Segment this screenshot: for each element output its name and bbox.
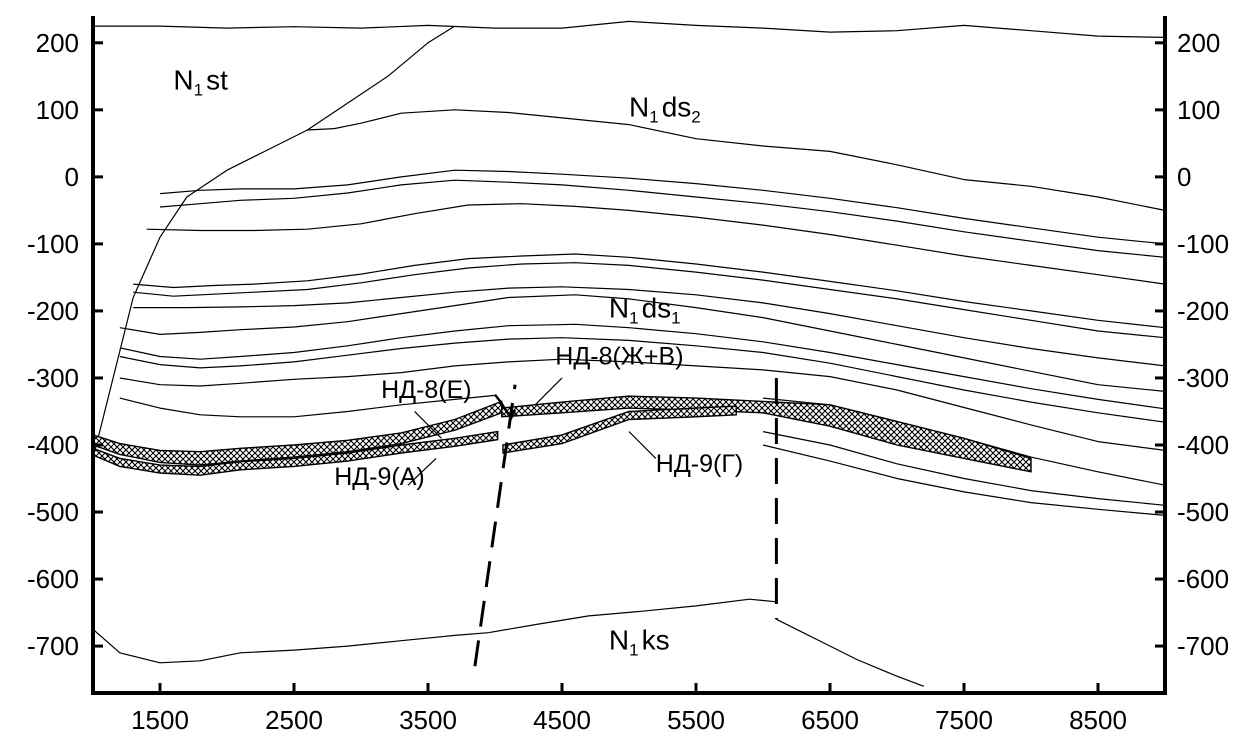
x-tick-label: 7500 xyxy=(935,705,993,735)
horizon-line-19 xyxy=(776,618,925,687)
leader-line-0 xyxy=(414,411,442,439)
horizon-line-6 xyxy=(133,253,1166,329)
horizon-line-3 xyxy=(159,169,1166,245)
y-tick-label-right: -200 xyxy=(1177,296,1229,326)
horizon-line-10 xyxy=(119,323,1166,410)
x-tick-label: 6500 xyxy=(801,705,859,735)
reservoir-bed-2 xyxy=(92,430,499,476)
reservoir-beds xyxy=(92,395,1032,476)
formation-label: N1 ds1 xyxy=(609,293,681,328)
horizon-line-15 xyxy=(762,431,1166,506)
horizon-label: НД-9(А) xyxy=(334,463,425,491)
y-tick-label-left: -300 xyxy=(27,363,79,393)
y-tick-label-right: -300 xyxy=(1177,363,1229,393)
horizon-line-0 xyxy=(93,20,1166,38)
horizon-line-17 xyxy=(92,628,489,664)
horizon-label: НД-9(Г) xyxy=(656,450,743,478)
axes: 200 100 0 -100 -200 -300 -400 -500 -600 -700 200 10… xyxy=(27,16,1229,735)
y-tick-label-right: -400 xyxy=(1177,430,1229,460)
x-tick-label: 1500 xyxy=(131,705,189,735)
leader-line-3 xyxy=(628,431,657,459)
x-tick-label: 3500 xyxy=(399,705,457,735)
horizon-line-1 xyxy=(92,25,456,459)
x-tick-label: 8500 xyxy=(1069,705,1127,735)
reservoir-bed-3 xyxy=(502,405,737,454)
y-tick-label-right: -500 xyxy=(1177,497,1229,527)
formation-label: N1 ds2 xyxy=(629,92,701,127)
y-tick-label-right: -700 xyxy=(1177,631,1229,661)
horizon-line-5 xyxy=(146,203,1166,285)
horizon-label: НД-8(Е) xyxy=(381,376,472,404)
y-tick-label-left: 100 xyxy=(36,95,79,125)
y-tick-label-left: 0 xyxy=(65,162,79,192)
y-tick-label-right: 200 xyxy=(1177,28,1220,58)
chart-labels: НД-8(Е) НД-8(Ж+В) НД-9(А) НД-9(Г) N1 st N1 ds2 N… xyxy=(173,65,743,660)
y-tick-label-left: -600 xyxy=(27,564,79,594)
y-tick-label-left: -400 xyxy=(27,430,79,460)
horizon-line-2 xyxy=(307,109,1166,211)
fault-line-0 xyxy=(473,384,517,667)
reservoir-bed-0 xyxy=(92,400,503,466)
y-tick-label-right: -100 xyxy=(1177,229,1229,259)
fault-lines xyxy=(473,377,778,667)
y-tick-label-left: 200 xyxy=(36,28,79,58)
y-tick-label-left: -700 xyxy=(27,631,79,661)
horizon-line-12 xyxy=(119,358,1166,451)
horizon-line-18 xyxy=(488,598,777,634)
formation-label: N1 st xyxy=(173,65,228,100)
y-tick-label-left: -200 xyxy=(27,296,79,326)
x-tick-label: 4500 xyxy=(533,705,591,735)
y-tick-label-right: 0 xyxy=(1177,162,1191,192)
leader-line-2 xyxy=(407,457,437,486)
horizon-line-4 xyxy=(159,179,1166,258)
horizon-line-8 xyxy=(133,286,1166,367)
horizon-label: НД-8(Ж+В) xyxy=(555,343,683,371)
horizon-lines xyxy=(92,20,1166,687)
y-tick-label-left: -100 xyxy=(27,229,79,259)
horizon-line-9 xyxy=(119,294,1166,392)
formation-label: N1 ks xyxy=(609,624,670,659)
horizon-line-16 xyxy=(762,444,1166,516)
y-tick-label-right: 100 xyxy=(1177,95,1220,125)
y-tick-label-right: -600 xyxy=(1177,564,1229,594)
x-tick-label: 5500 xyxy=(667,705,725,735)
x-tick-label: 2500 xyxy=(265,705,323,735)
y-tick-label-left: -500 xyxy=(27,497,79,527)
horizon-line-11 xyxy=(119,337,1166,423)
leader-line-1 xyxy=(534,377,563,406)
reservoir-bed-1 xyxy=(501,395,1032,473)
fault-offset-0 xyxy=(494,393,517,421)
horizon-line-13 xyxy=(119,394,496,418)
horizon-line-7 xyxy=(133,262,1166,339)
